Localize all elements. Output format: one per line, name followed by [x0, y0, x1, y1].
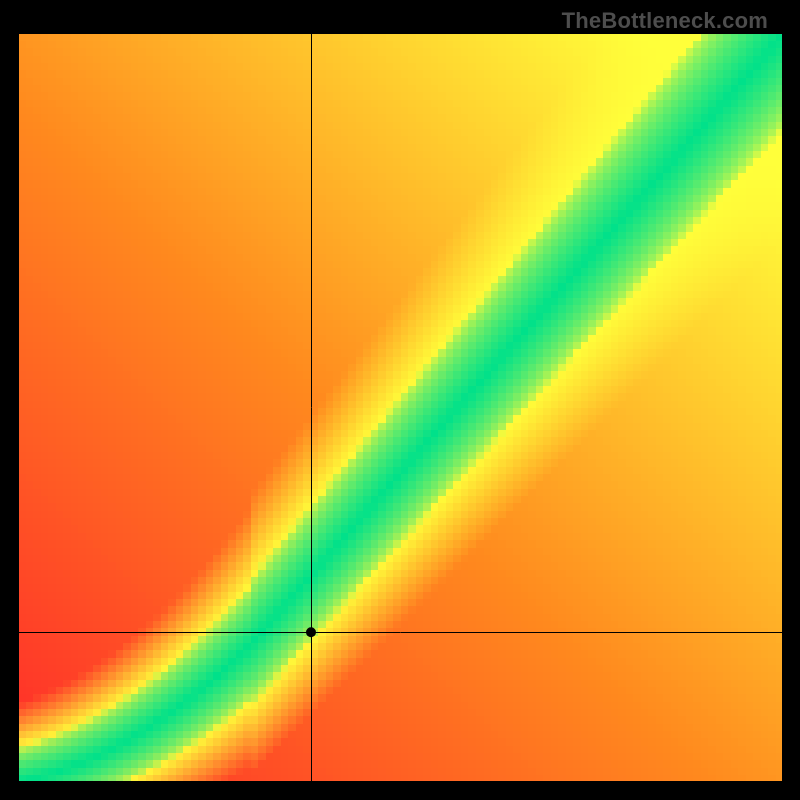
chart-container: TheBottleneck.com	[0, 0, 800, 800]
bottleneck-heatmap	[0, 0, 800, 800]
watermark-text: TheBottleneck.com	[562, 8, 768, 34]
